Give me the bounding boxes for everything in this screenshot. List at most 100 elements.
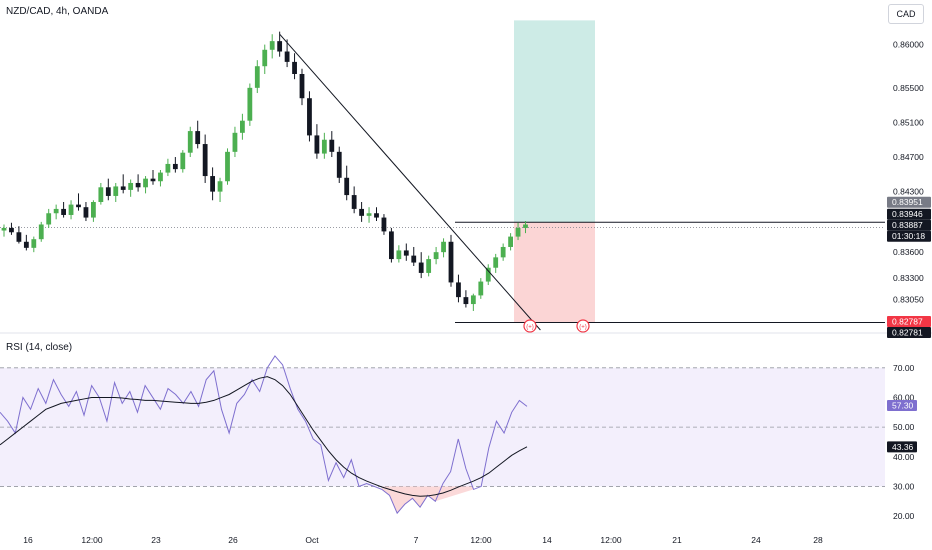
candle-body bbox=[61, 208, 66, 215]
candle-body bbox=[76, 204, 81, 208]
rsi-pane[interactable] bbox=[0, 355, 885, 515]
candle-body bbox=[128, 182, 134, 190]
candle-body bbox=[262, 49, 268, 67]
target-zone bbox=[514, 20, 595, 223]
currency-button[interactable]: CAD bbox=[888, 4, 924, 24]
candle-body bbox=[172, 163, 178, 170]
candle-body bbox=[426, 259, 432, 273]
price-tag bbox=[887, 219, 931, 231]
candle-body bbox=[1, 227, 7, 231]
candle-body bbox=[16, 232, 22, 242]
candle-body bbox=[180, 152, 186, 170]
candle-body bbox=[396, 250, 402, 260]
candle-body bbox=[359, 208, 364, 216]
x-tick-label: 24 bbox=[751, 535, 761, 545]
rsi-tick-label: 50.00 bbox=[893, 422, 915, 432]
candle-body bbox=[403, 250, 409, 256]
price-tag bbox=[887, 315, 931, 327]
price-tick-label: 0.83300 bbox=[893, 273, 924, 283]
rsi-value-label: 43.36 bbox=[892, 442, 914, 452]
candle-body bbox=[299, 74, 305, 99]
candle-body bbox=[456, 282, 461, 298]
candle-body bbox=[91, 202, 96, 218]
candle-body bbox=[515, 227, 521, 237]
candle-body bbox=[113, 186, 119, 196]
price-tag-label: 0.83887 bbox=[892, 220, 923, 230]
price-tick-label: 0.84700 bbox=[893, 152, 924, 162]
candle-body bbox=[9, 227, 14, 233]
candle-body bbox=[195, 131, 201, 145]
x-tick-label: 12:00 bbox=[470, 535, 492, 545]
x-tick-label: 21 bbox=[672, 535, 682, 545]
price-tick-label: 0.83600 bbox=[893, 247, 924, 257]
candle-body bbox=[381, 217, 387, 232]
candle-body bbox=[307, 98, 312, 136]
price-pane[interactable]: (+) (+) bbox=[0, 20, 885, 333]
price-tag-label: 0.83946 bbox=[892, 209, 923, 219]
candle-body bbox=[441, 241, 446, 253]
candle-body bbox=[150, 178, 156, 182]
x-tick-label: 23 bbox=[151, 535, 161, 545]
trendline bbox=[279, 33, 541, 331]
candle-body bbox=[329, 139, 335, 152]
candle-body bbox=[418, 262, 424, 273]
candle-body bbox=[500, 246, 506, 258]
candle-body bbox=[240, 120, 245, 133]
candle-body bbox=[344, 177, 350, 196]
candle-body bbox=[508, 236, 513, 247]
x-tick-label: 12:00 bbox=[600, 535, 622, 545]
rsi-oversold-fill bbox=[381, 486, 474, 514]
rsi-tick-label: 40.00 bbox=[893, 452, 915, 462]
candle-body bbox=[165, 163, 171, 173]
price-tick-label: 0.85500 bbox=[893, 83, 924, 93]
candle-body bbox=[478, 281, 484, 296]
price-tick-label: 0.85100 bbox=[893, 117, 924, 127]
candle-body bbox=[120, 186, 126, 190]
candle-body bbox=[143, 178, 148, 188]
price-tag bbox=[887, 326, 931, 338]
candle-body bbox=[202, 144, 208, 177]
candle-body bbox=[374, 213, 379, 218]
candle-body bbox=[284, 51, 290, 62]
rsi-tick-label: 30.00 bbox=[893, 481, 915, 491]
candle-body bbox=[217, 181, 223, 192]
rsi-indicator-title[interactable]: RSI (14, close) bbox=[6, 342, 73, 353]
rsi-line bbox=[0, 355, 528, 515]
candle-body bbox=[411, 255, 417, 263]
stop-zone bbox=[514, 222, 595, 323]
rsi-ma-line bbox=[0, 376, 528, 497]
x-tick-label: 14 bbox=[542, 535, 552, 545]
candle-body bbox=[232, 132, 238, 152]
candle-body bbox=[254, 66, 260, 88]
event-marker-label: (+) bbox=[526, 325, 534, 331]
event-marker-icon bbox=[523, 319, 537, 333]
candle-body bbox=[321, 139, 327, 154]
candle-body bbox=[523, 224, 528, 228]
candle-body bbox=[448, 241, 454, 283]
symbol-title: NZD/CAD, 4h, OANDA bbox=[6, 6, 109, 17]
candle-body bbox=[463, 297, 469, 305]
rsi-value-label: 57.30 bbox=[892, 400, 914, 410]
price-tag bbox=[887, 196, 931, 208]
candle-body bbox=[389, 231, 394, 260]
rsi-tick-label: 60.00 bbox=[893, 392, 915, 402]
event-marker-label: (+) bbox=[579, 325, 587, 331]
candle-body bbox=[98, 187, 104, 202]
candle-body bbox=[46, 213, 52, 225]
price-tag-label: 01:30:18 bbox=[892, 231, 925, 241]
candle-body bbox=[366, 213, 372, 216]
x-tick-label: Oct bbox=[305, 535, 319, 545]
x-tick-label: 12:00 bbox=[81, 535, 103, 545]
price-tag-label: 0.83951 bbox=[892, 197, 923, 207]
candle-body bbox=[187, 131, 193, 153]
candle-body bbox=[269, 41, 275, 50]
price-tick-label: 0.86000 bbox=[893, 40, 924, 50]
candle-body bbox=[336, 151, 342, 178]
price-tick-label: 0.84300 bbox=[893, 187, 924, 197]
candle-body bbox=[135, 182, 141, 188]
candle-body bbox=[247, 87, 253, 121]
candle-body bbox=[23, 241, 29, 248]
price-tag-label: 0.82781 bbox=[892, 327, 923, 337]
rsi-value-tag bbox=[887, 399, 917, 411]
